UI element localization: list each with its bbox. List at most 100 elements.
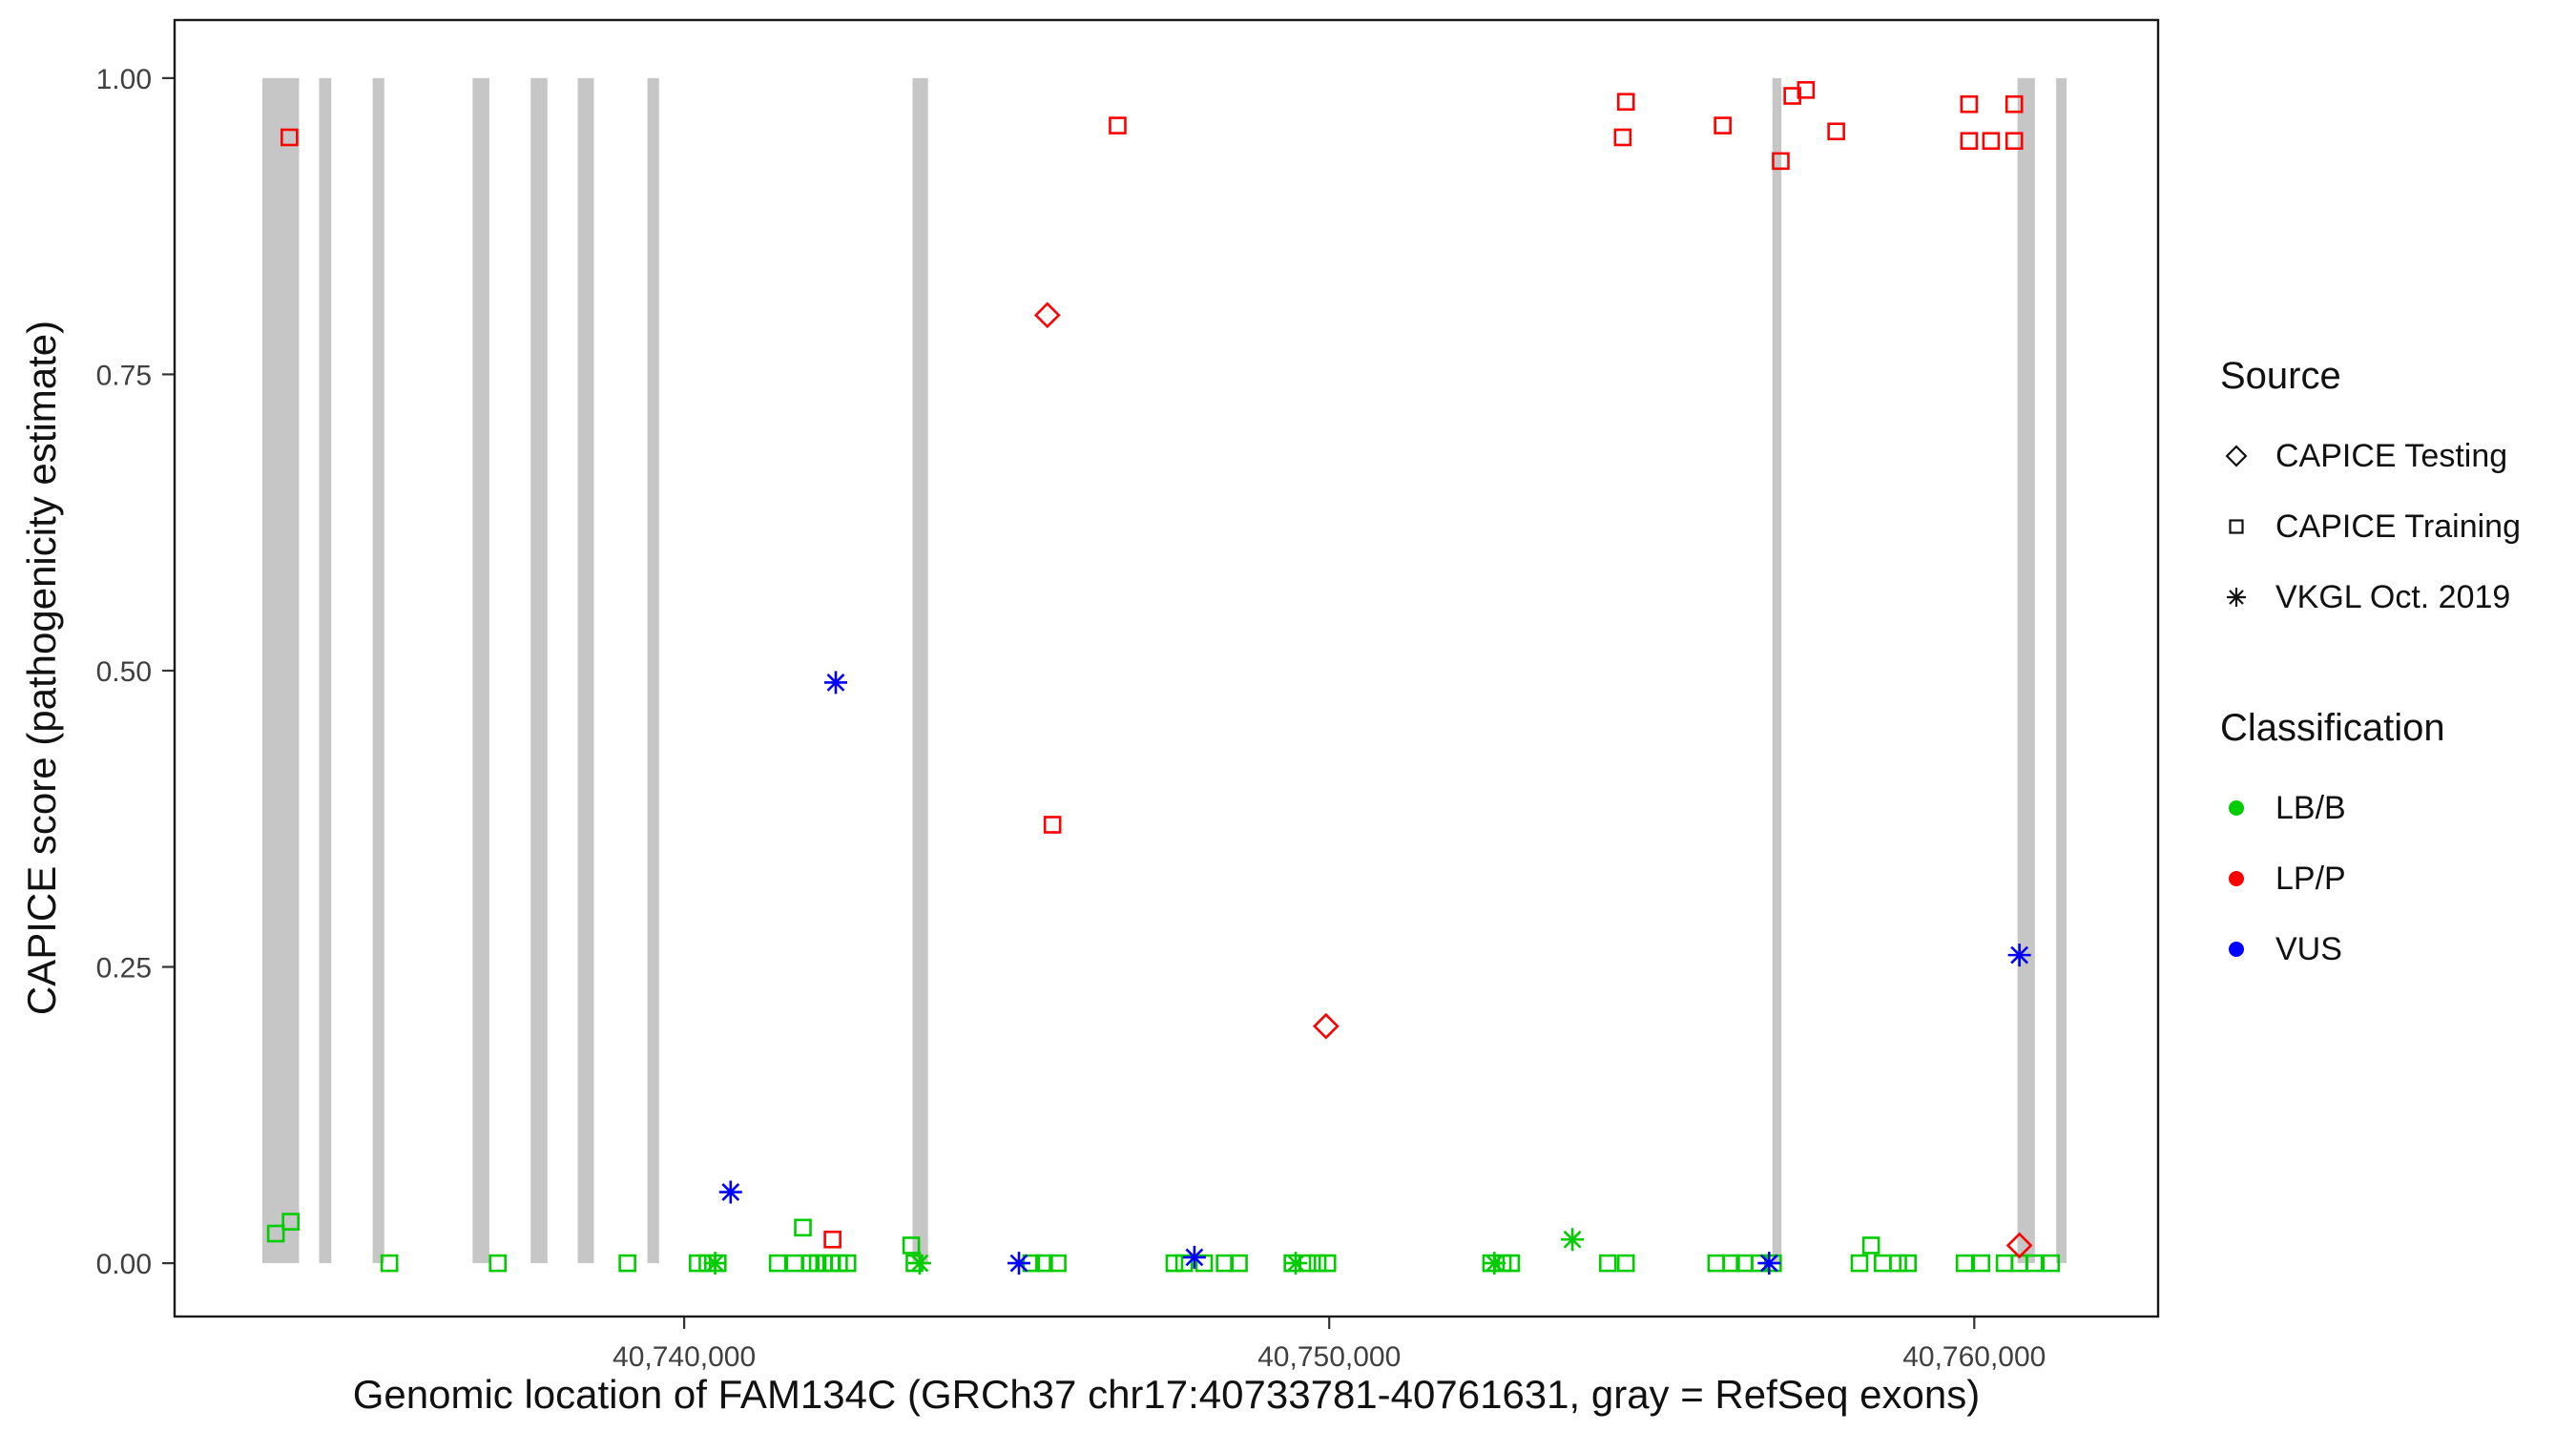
point-square: [1049, 1254, 1067, 1273]
point-square: [2005, 94, 2024, 114]
point-asterisk-ray: [706, 1254, 724, 1273]
point-asterisk-ray: [721, 1183, 740, 1201]
point-square: [1165, 1254, 1184, 1273]
point-square: [488, 1254, 508, 1273]
point-asterisk-ray: [1185, 1248, 1204, 1267]
point-square: [689, 1254, 707, 1273]
point-square: [266, 1224, 285, 1243]
point-asterisk-ray: [1009, 1254, 1028, 1273]
exon-bar: [912, 77, 928, 1264]
x-tick-label: 40,750,000: [1257, 1341, 1401, 1373]
asterisk-icon: [2227, 588, 2246, 607]
legend-item-vkgl: VKGL Oct. 2019: [2220, 562, 2521, 633]
x-tick-label: 40,760,000: [1902, 1341, 2046, 1373]
point-square: [280, 128, 299, 147]
point-square: [768, 1254, 787, 1273]
point-square: [1318, 1254, 1337, 1273]
y-tick-label: 0.50: [96, 656, 152, 688]
point-square: [1195, 1254, 1214, 1273]
legend-item-capice-training: CAPICE Training: [2220, 491, 2521, 562]
exon-bar: [261, 77, 300, 1264]
point-square: [1230, 1254, 1248, 1273]
lbb-color-dot: [2229, 800, 2244, 816]
lpp-color-dot: [2229, 871, 2244, 886]
y-tick-label: 0.75: [96, 360, 152, 391]
point-square: [1850, 1254, 1869, 1273]
point-square: [1874, 1254, 1892, 1273]
point-asterisk-ray: [1563, 1230, 1582, 1249]
legend-item-label: LB/B: [2275, 789, 2346, 826]
point-square: [1308, 1254, 1327, 1273]
point-square: [1714, 116, 1732, 135]
exon-bar: [530, 77, 548, 1264]
point-square: [785, 1254, 804, 1273]
point-square: [902, 1236, 921, 1255]
point-square: [1889, 1254, 1907, 1273]
point-square: [1616, 93, 1635, 112]
point-square: [1972, 1254, 1991, 1273]
exon-bar: [2056, 77, 2067, 1264]
point-square: [838, 1254, 857, 1273]
y-tick-label: 0.00: [96, 1249, 152, 1280]
point-square: [1616, 1254, 1635, 1273]
exon-bar: [1772, 77, 1782, 1264]
point-diamond: [1312, 1012, 1340, 1040]
exon-bar: [319, 77, 332, 1264]
point-square: [794, 1218, 812, 1237]
x-axis-title: Genomic location of FAM134C (GRCh37 chr1…: [352, 1372, 1981, 1417]
point-asterisk-ray: [910, 1254, 929, 1273]
point-square: [2005, 132, 2024, 151]
point-square: [2042, 1254, 2061, 1273]
point-square: [1598, 1254, 1617, 1273]
point-diamond: [2005, 1232, 2033, 1259]
legend-gap: [2220, 633, 2521, 707]
exon-bar: [472, 77, 489, 1264]
legend-item-label: LP/P: [2275, 860, 2346, 897]
exon-bar: [577, 77, 594, 1264]
legend-item-label: CAPICE Training: [2275, 508, 2521, 545]
exon-bar: [2017, 77, 2035, 1264]
point-square: [1797, 80, 1816, 99]
legend-item-label: CAPICE Testing: [2275, 437, 2508, 474]
point-square: [1960, 132, 1979, 151]
point-asterisk-ray: [1286, 1254, 1305, 1273]
point-square: [281, 1213, 300, 1231]
point-square: [1899, 1254, 1917, 1273]
point-square: [1174, 1254, 1194, 1273]
point-square: [1960, 94, 1979, 114]
legend-item-label: VKGL Oct. 2019: [2275, 578, 2511, 615]
legend-classification-title: Classification: [2220, 707, 2445, 749]
point-square: [1861, 1236, 1880, 1255]
vus-color-dot: [2229, 942, 2244, 957]
point-square: [1982, 132, 2001, 151]
point-asterisk-ray: [1759, 1254, 1778, 1273]
exon-bar: [647, 77, 659, 1264]
legend-item-lpp: LP/P: [2220, 843, 2521, 914]
point-square: [1995, 1254, 2014, 1273]
y-axis-title: CAPICE score (pathogenicity estimate): [19, 320, 64, 1016]
exon-bar: [372, 77, 384, 1264]
point-square: [380, 1254, 399, 1273]
point-square: [823, 1230, 841, 1249]
point-square: [1772, 152, 1790, 171]
point-square: [1109, 116, 1127, 135]
square-icon: [2229, 519, 2244, 534]
point-asterisk-ray: [2010, 945, 2029, 964]
point-square: [618, 1254, 636, 1273]
point-square: [1955, 1254, 1974, 1273]
legend: Source CAPICE Testing CAPICE Training VK…: [2220, 355, 2521, 985]
legend-item-label: VUS: [2275, 930, 2342, 967]
point-square: [1827, 122, 1845, 141]
point-square: [1707, 1254, 1726, 1273]
point-asterisk-ray: [826, 674, 845, 692]
y-tick-label: 1.00: [96, 64, 152, 95]
point-square: [1043, 816, 1062, 834]
x-tick-label: 40,740,000: [613, 1341, 756, 1373]
point-asterisk-ray: [1485, 1254, 1504, 1273]
point-square: [1613, 128, 1632, 147]
point-square: [2025, 1254, 2044, 1273]
legend-source-title: Source: [2220, 355, 2341, 397]
point-square: [1722, 1254, 1740, 1273]
